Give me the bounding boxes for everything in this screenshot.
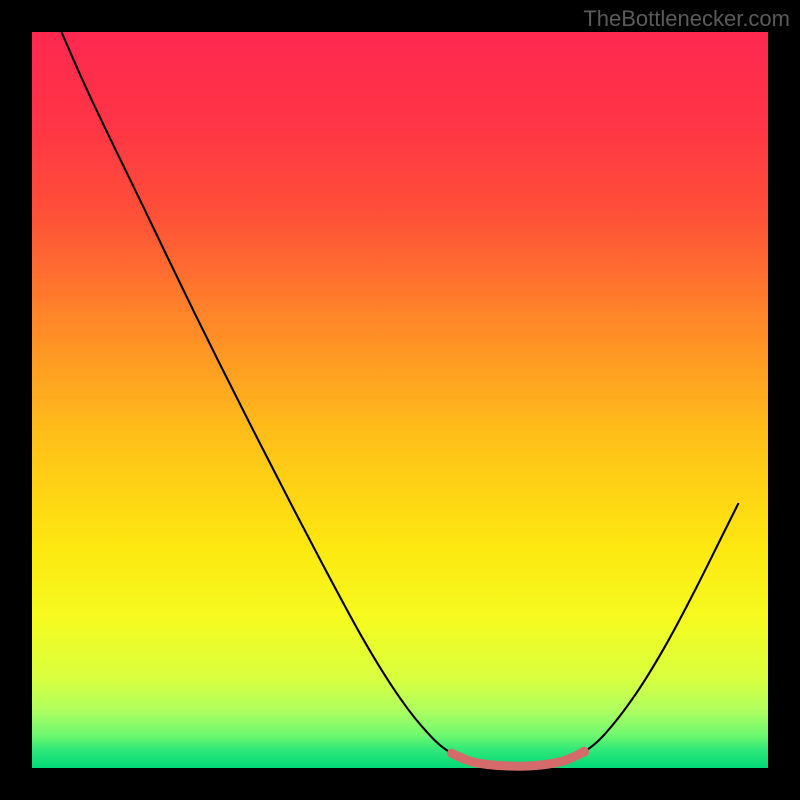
chart-svg	[0, 0, 800, 800]
chart-container: TheBottlenecker.com	[0, 0, 800, 800]
optimal-zone-end-marker	[579, 747, 589, 757]
watermark-text: TheBottlenecker.com	[583, 6, 790, 32]
